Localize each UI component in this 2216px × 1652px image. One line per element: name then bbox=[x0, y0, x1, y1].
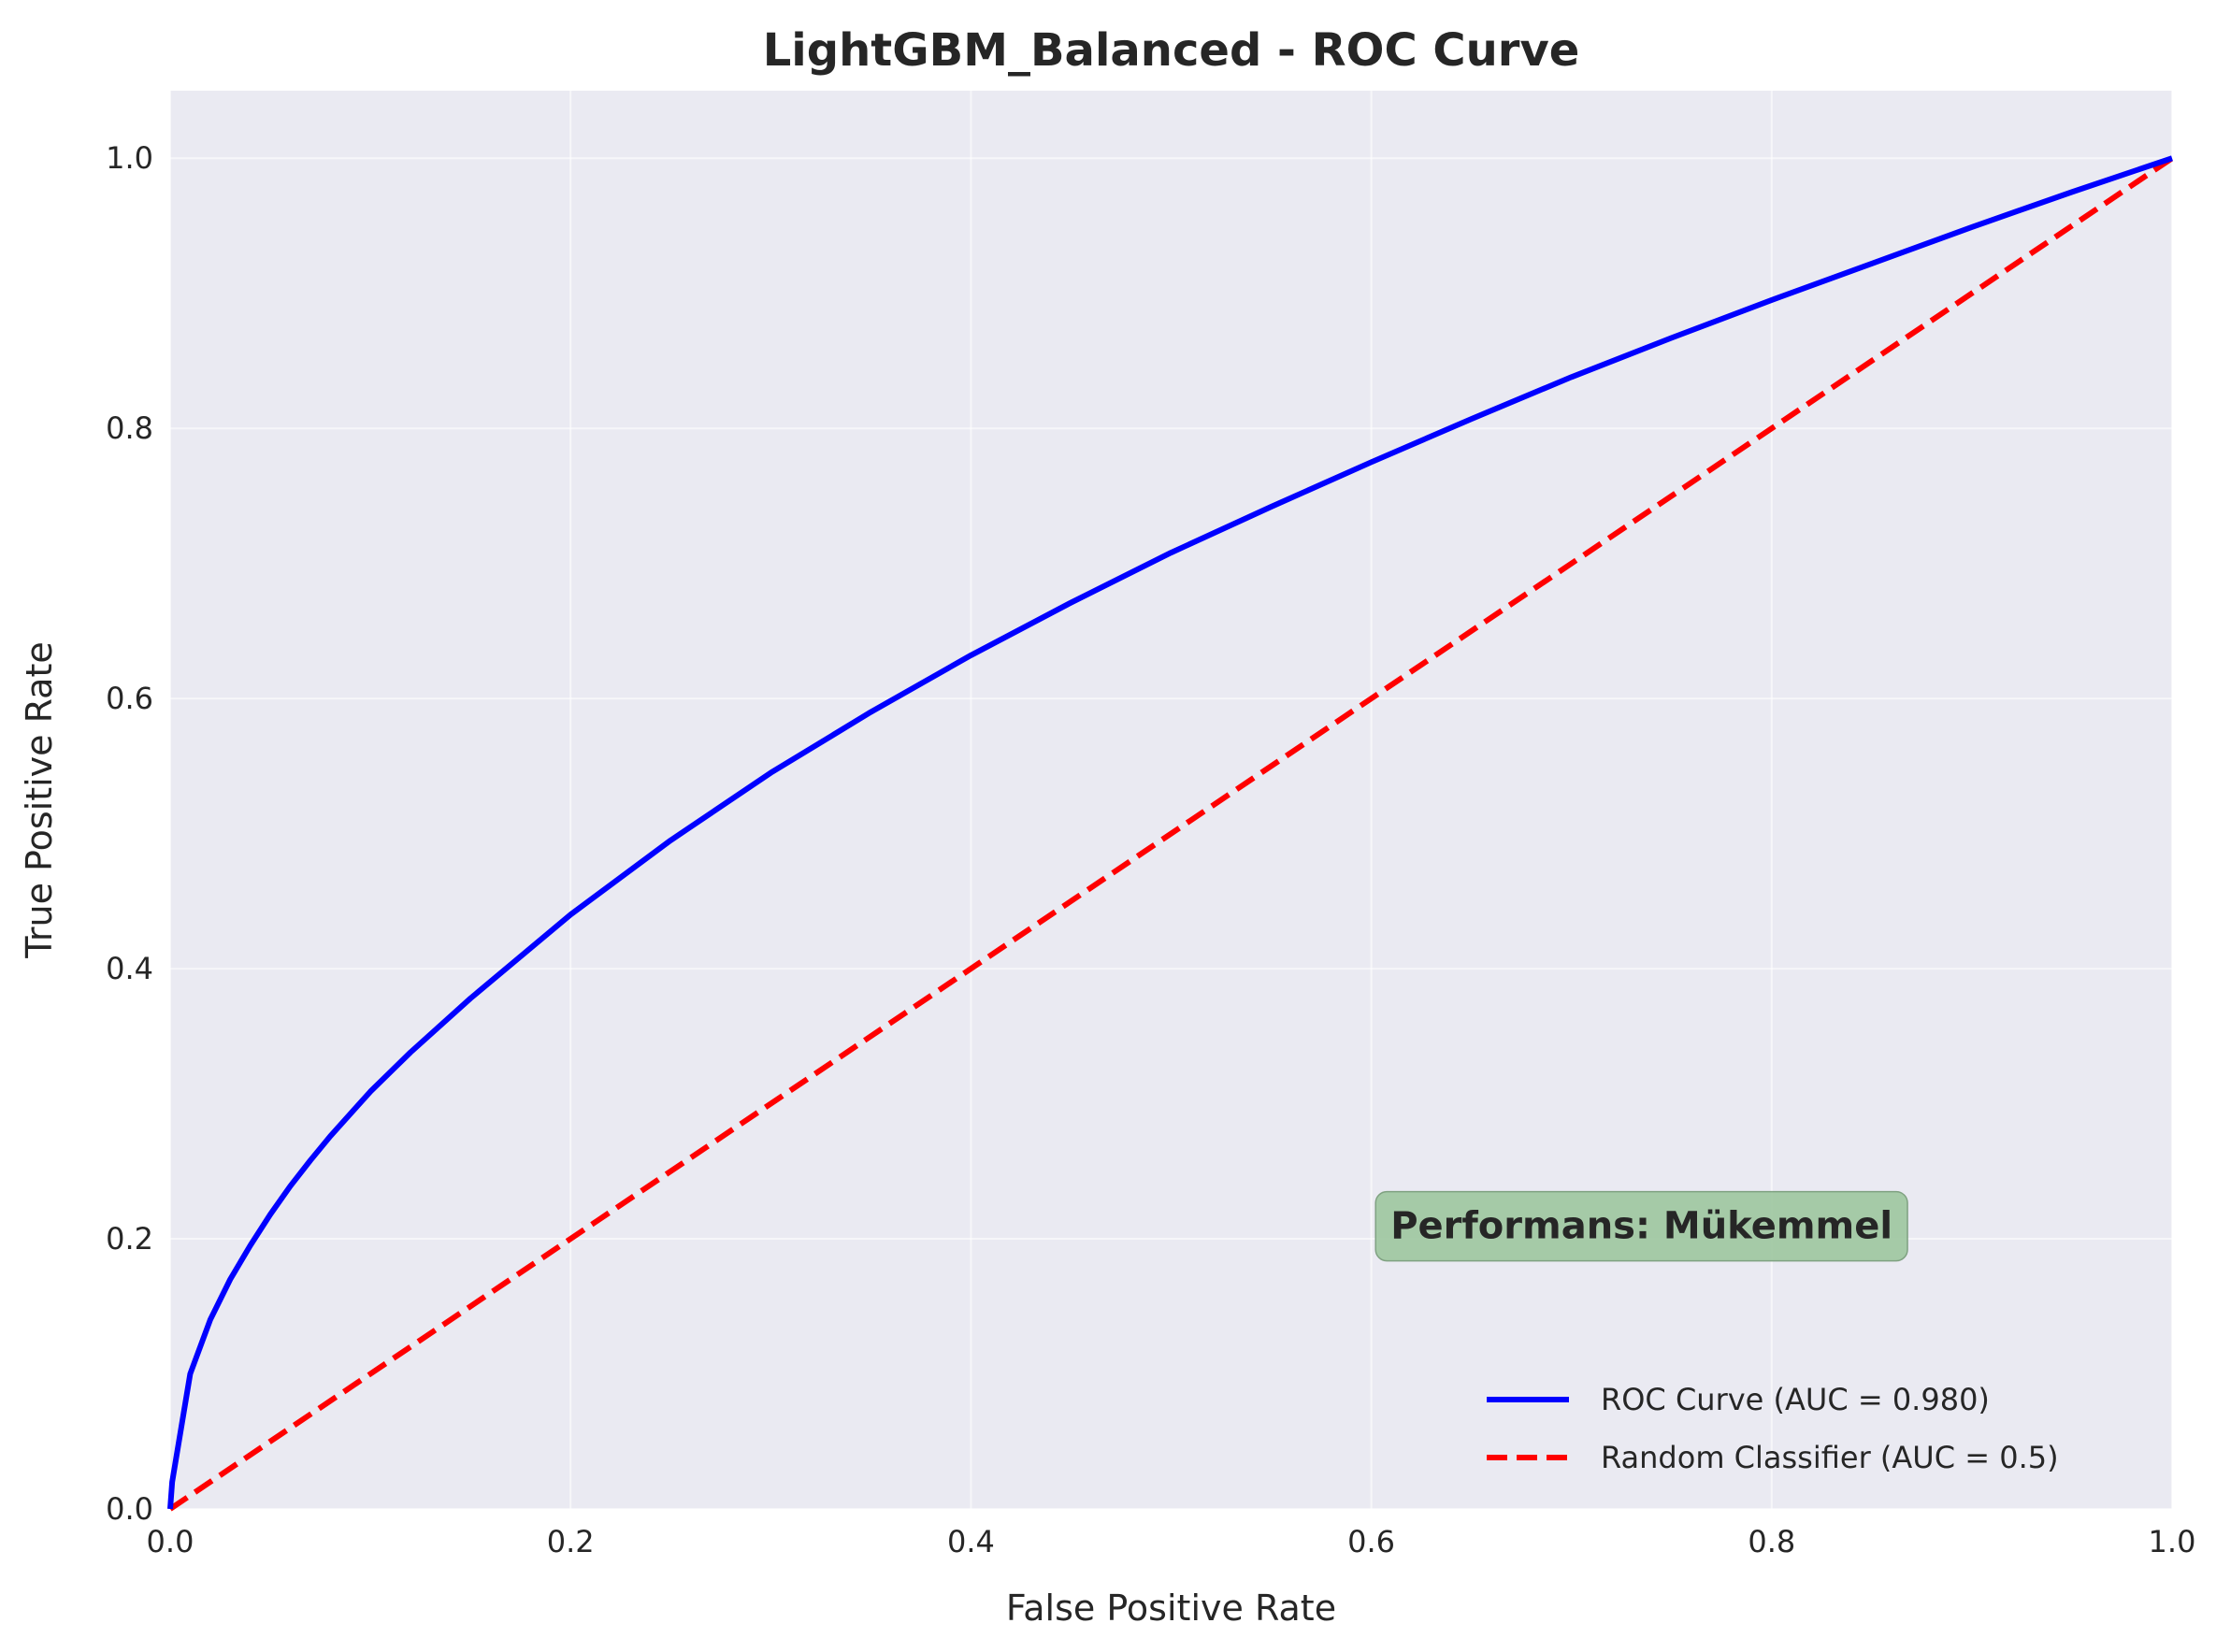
y-tick-label: 0.6 bbox=[106, 681, 153, 716]
y-tick-label: 0.4 bbox=[106, 951, 153, 986]
y-tick-label: 0.2 bbox=[106, 1221, 153, 1257]
series-layer bbox=[167, 155, 2174, 1512]
legend-label: ROC Curve (AUC = 0.980) bbox=[1601, 1382, 1990, 1417]
x-tick-label: 0.0 bbox=[147, 1524, 194, 1559]
plot-area bbox=[170, 91, 2172, 1509]
x-tick-label: 0.2 bbox=[547, 1524, 595, 1559]
legend-item: ROC Curve (AUC = 0.980) bbox=[1487, 1382, 1990, 1417]
legend-item: Random Classifier (AUC = 0.5) bbox=[1487, 1440, 2059, 1475]
annotation-box bbox=[1374, 1190, 1908, 1262]
x-tick-label: 0.4 bbox=[947, 1524, 995, 1559]
y-tick-label: 0.0 bbox=[106, 1491, 153, 1527]
y-tick-label: 1.0 bbox=[106, 140, 153, 176]
x-tick-labels: 0.0 0.2 0.4 0.6 0.8 1.0 bbox=[147, 1524, 2196, 1559]
chart-title: LightGBM_Balanced - ROC Curve bbox=[763, 24, 1580, 77]
y-axis-label: True Positive Rate bbox=[19, 641, 60, 959]
y-tick-label: 0.8 bbox=[106, 410, 153, 446]
x-axis-label: False Positive Rate bbox=[1006, 1587, 1336, 1629]
random-classifier-line bbox=[168, 155, 2174, 1512]
x-tick-label: 0.8 bbox=[1748, 1524, 1795, 1559]
performance-annotation: Performans: Mükemmel bbox=[1374, 1190, 1908, 1262]
roc-curve-line bbox=[167, 155, 2173, 1510]
y-tick-labels: 0.0 0.2 0.4 0.6 0.8 1.0 bbox=[106, 140, 153, 1527]
x-tick-label: 0.6 bbox=[1347, 1524, 1395, 1559]
legend: ROC Curve (AUC = 0.980) Random Classifier… bbox=[1487, 1382, 2059, 1475]
annotation-text: Performans: Mükemmel bbox=[1390, 1205, 1892, 1248]
x-tick-label: 1.0 bbox=[2149, 1524, 2196, 1559]
legend-label: Random Classifier (AUC = 0.5) bbox=[1601, 1440, 2059, 1475]
annotation-layer: Performans: Mükemmel bbox=[1374, 1190, 1908, 1262]
